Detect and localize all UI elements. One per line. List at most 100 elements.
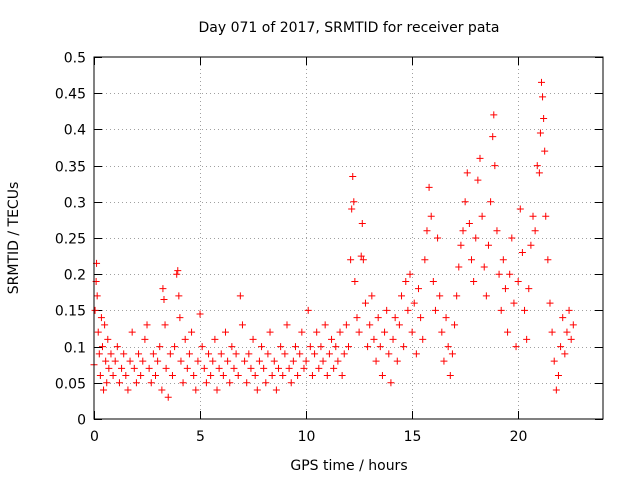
- data-point: [135, 350, 143, 358]
- data-point: [470, 277, 478, 285]
- data-point: [118, 364, 126, 372]
- data-point: [291, 343, 299, 351]
- data-point: [348, 205, 356, 213]
- data-point: [145, 364, 153, 372]
- data-point: [149, 350, 157, 358]
- data-point: [351, 277, 359, 285]
- data-point: [183, 364, 191, 372]
- data-point: [506, 270, 514, 278]
- data-point: [179, 379, 187, 387]
- data-point: [115, 379, 123, 387]
- data-point: [298, 328, 306, 336]
- data-point: [358, 220, 366, 228]
- data-point: [175, 292, 183, 300]
- data-point: [541, 147, 549, 155]
- data-point: [171, 343, 179, 351]
- data-point: [93, 292, 101, 300]
- data-point: [374, 314, 382, 322]
- data-point: [546, 299, 554, 307]
- data-point: [194, 357, 202, 365]
- data-point: [120, 350, 128, 358]
- data-point: [105, 364, 113, 372]
- data-point: [338, 372, 346, 380]
- data-point: [137, 372, 145, 380]
- y-tick-label: 0.35: [55, 160, 86, 176]
- data-point: [103, 379, 111, 387]
- data-point: [387, 379, 395, 387]
- data-point: [113, 343, 121, 351]
- data-point: [414, 285, 422, 293]
- data-point: [325, 350, 333, 358]
- data-point: [224, 357, 232, 365]
- data-point: [283, 321, 291, 329]
- data-point: [192, 386, 200, 394]
- data-point: [207, 372, 215, 380]
- data-point: [238, 321, 246, 329]
- data-point: [523, 335, 531, 343]
- data-point: [334, 357, 342, 365]
- data-point: [527, 241, 535, 249]
- x-axis-label: GPS time / hours: [290, 458, 407, 474]
- data-point: [219, 372, 227, 380]
- y-tick-label: 0.4: [64, 123, 86, 139]
- data-point: [130, 364, 138, 372]
- data-point: [177, 357, 185, 365]
- x-tick-label: 15: [404, 429, 422, 445]
- data-point: [383, 306, 391, 314]
- data-point: [270, 357, 278, 365]
- data-point: [542, 212, 550, 220]
- data-point: [349, 172, 357, 180]
- data-point: [459, 227, 467, 235]
- data-point: [260, 364, 268, 372]
- data-point: [243, 379, 251, 387]
- data-point: [102, 357, 110, 365]
- data-point: [96, 372, 104, 380]
- data-point: [209, 357, 217, 365]
- data-point: [262, 379, 270, 387]
- data-point: [398, 292, 406, 300]
- y-tick-label: 0.05: [55, 377, 86, 393]
- data-point: [544, 256, 552, 264]
- data-point: [565, 306, 573, 314]
- data-point: [141, 335, 149, 343]
- data-point: [100, 386, 108, 394]
- data-point: [557, 343, 565, 351]
- data-point: [304, 306, 312, 314]
- data-point: [540, 115, 548, 123]
- data-point: [317, 343, 325, 351]
- data-point: [126, 357, 134, 365]
- data-point: [97, 314, 105, 322]
- data-point: [176, 314, 184, 322]
- data-point: [489, 133, 497, 141]
- data-point: [497, 306, 505, 314]
- data-point: [152, 372, 160, 380]
- data-point: [457, 241, 465, 249]
- data-point: [366, 321, 374, 329]
- data-point: [205, 350, 213, 358]
- data-point: [285, 364, 293, 372]
- data-point: [423, 227, 431, 235]
- data-point: [213, 386, 221, 394]
- data-point: [202, 379, 210, 387]
- data-point: [268, 372, 276, 380]
- data-point: [487, 198, 495, 206]
- data-point: [181, 335, 189, 343]
- data-point: [355, 328, 363, 336]
- data-point: [518, 248, 526, 256]
- data-point: [342, 321, 350, 329]
- data-point: [537, 78, 545, 86]
- data-point: [196, 310, 204, 318]
- data-point: [378, 372, 386, 380]
- data-point: [434, 234, 442, 242]
- data-point: [425, 183, 433, 191]
- data-point: [404, 306, 412, 314]
- data-point: [315, 364, 323, 372]
- data-point: [264, 350, 272, 358]
- data-point: [289, 357, 297, 365]
- data-point: [446, 372, 454, 380]
- data-point: [468, 256, 476, 264]
- data-point: [419, 335, 427, 343]
- data-point: [281, 350, 289, 358]
- y-tick-label: 0.45: [55, 87, 86, 103]
